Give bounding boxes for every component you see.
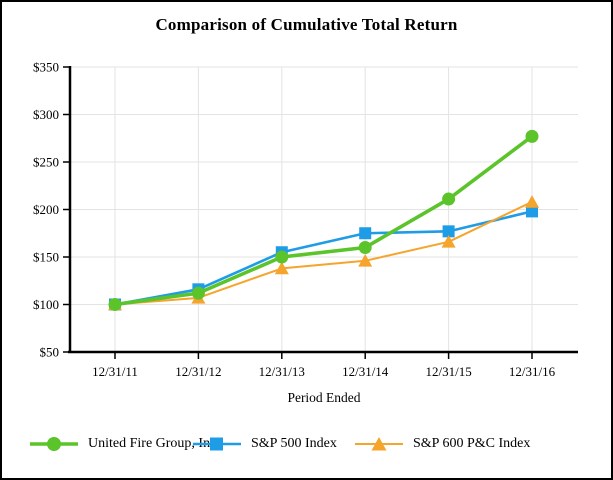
data-point-triangle bbox=[441, 235, 456, 248]
series-line bbox=[114, 200, 533, 306]
x-axis-title: Period Ended bbox=[287, 390, 360, 405]
legend-label-sp500: S&P 500 Index bbox=[251, 436, 337, 451]
x-tick-label: 12/31/12 bbox=[175, 364, 221, 379]
data-point-circle bbox=[275, 250, 289, 264]
y-axis-labels: $50 $100 $150 $200 $250 $300 $350 bbox=[33, 60, 59, 360]
data-point-circle bbox=[525, 129, 539, 143]
legend-item-sp600pc: S&P 600 P&C Index bbox=[354, 432, 530, 456]
legend-square-marker-icon bbox=[193, 437, 241, 451]
legend-circle-marker-icon bbox=[30, 437, 78, 451]
data-point-circle bbox=[358, 241, 372, 254]
series-line bbox=[114, 210, 533, 306]
data-point-square bbox=[359, 227, 372, 240]
y-tick-label: $100 bbox=[33, 297, 59, 312]
y-tick-label: $200 bbox=[33, 202, 59, 217]
data-point-square bbox=[526, 205, 538, 218]
x-tick-label: 12/31/15 bbox=[425, 364, 471, 379]
y-tick-label: $50 bbox=[40, 345, 60, 360]
legend-item-sp500: S&P 500 Index bbox=[192, 432, 337, 456]
data-point-triangle bbox=[525, 195, 539, 208]
x-axis-labels: 12/31/11 12/31/12 12/31/13 12/31/14 12/31/15… bbox=[92, 364, 555, 379]
legend-item-united-fire-group: United Fire Group, Inc. bbox=[29, 432, 220, 456]
data-point-square bbox=[442, 225, 455, 238]
data-point-circle bbox=[442, 192, 456, 206]
legend-label-sp600pc: S&P 600 P&C Index bbox=[413, 436, 531, 451]
x-tick-label: 12/31/14 bbox=[342, 364, 389, 379]
gridlines bbox=[70, 66, 578, 352]
data-point-triangle bbox=[274, 261, 289, 275]
legend-triangle-marker-icon bbox=[355, 437, 403, 451]
x-tick-label: 12/31/13 bbox=[259, 364, 305, 379]
y-tick-label: $250 bbox=[33, 155, 59, 170]
legend: United Fire Group, Inc. S&P 500 Index S&… bbox=[2, 432, 611, 460]
series-united-fire-group-inc bbox=[108, 129, 539, 311]
data-point-circle bbox=[191, 286, 205, 300]
legend-label-united-fire-group: United Fire Group, Inc. bbox=[88, 436, 220, 451]
y-tick-label: $350 bbox=[33, 60, 59, 75]
x-tick-label: 12/31/16 bbox=[509, 364, 556, 379]
series-line bbox=[114, 134, 534, 307]
data-point-circle bbox=[108, 298, 122, 311]
y-tick-label: $150 bbox=[33, 250, 59, 265]
chart-title: Comparison of Cumulative Total Return bbox=[155, 15, 458, 34]
x-tick-label: 12/31/11 bbox=[92, 364, 138, 379]
y-tick-label: $300 bbox=[33, 107, 59, 122]
axes bbox=[63, 66, 578, 359]
data-point-triangle bbox=[358, 254, 373, 267]
